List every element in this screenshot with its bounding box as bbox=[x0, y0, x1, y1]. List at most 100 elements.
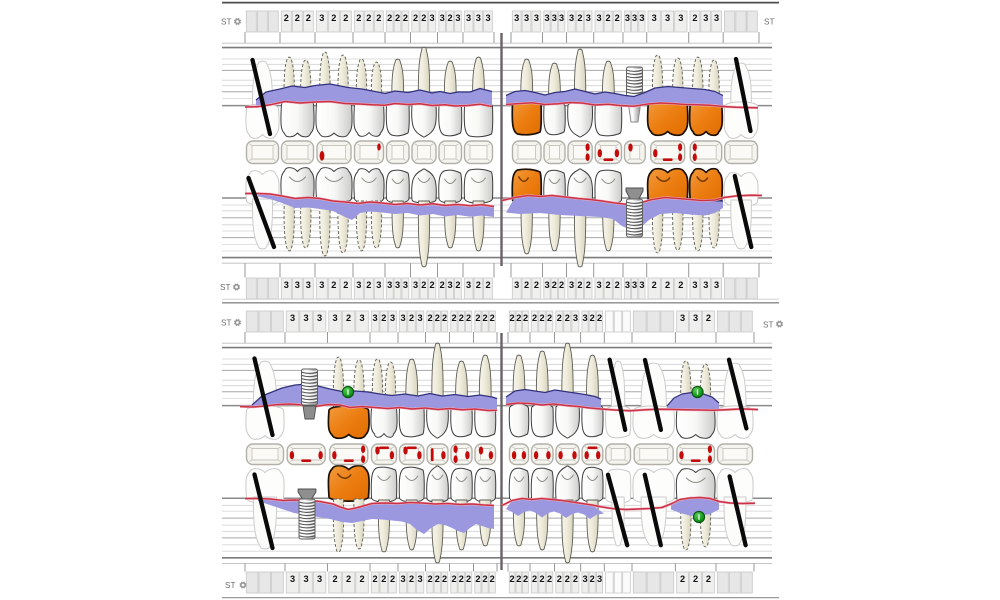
svg-text:3: 3 bbox=[440, 13, 445, 23]
svg-text:3: 3 bbox=[693, 313, 698, 323]
svg-text:2: 2 bbox=[421, 280, 426, 290]
svg-text:2: 2 bbox=[706, 313, 711, 323]
svg-text:2: 2 bbox=[557, 574, 562, 584]
svg-text:3: 3 bbox=[632, 13, 637, 23]
svg-text:2: 2 bbox=[678, 280, 683, 290]
svg-text:2: 2 bbox=[346, 574, 351, 584]
svg-text:3: 3 bbox=[333, 313, 338, 323]
svg-text:3: 3 bbox=[625, 280, 630, 290]
svg-text:2: 2 bbox=[606, 280, 611, 290]
svg-text:2: 2 bbox=[427, 313, 432, 323]
svg-text:2: 2 bbox=[440, 280, 445, 290]
svg-text:2: 2 bbox=[577, 13, 582, 23]
svg-text:3: 3 bbox=[569, 280, 574, 290]
svg-text:2: 2 bbox=[559, 280, 564, 290]
svg-text:2: 2 bbox=[510, 313, 515, 323]
svg-text:2: 2 bbox=[532, 574, 537, 584]
svg-text:2: 2 bbox=[539, 574, 544, 584]
svg-text:2: 2 bbox=[427, 574, 432, 584]
svg-text:2: 2 bbox=[590, 574, 595, 584]
svg-text:2: 2 bbox=[331, 13, 336, 23]
svg-text:2: 2 bbox=[409, 574, 414, 584]
svg-text:2: 2 bbox=[395, 13, 400, 23]
svg-text:2: 2 bbox=[376, 13, 381, 23]
svg-text:3: 3 bbox=[652, 13, 657, 23]
svg-text:2: 2 bbox=[475, 313, 480, 323]
svg-text:2: 2 bbox=[534, 280, 539, 290]
svg-text:2: 2 bbox=[421, 13, 426, 23]
svg-text:2: 2 bbox=[451, 574, 456, 584]
svg-text:3: 3 bbox=[596, 13, 601, 23]
svg-text:3: 3 bbox=[569, 13, 574, 23]
svg-text:2: 2 bbox=[573, 574, 578, 584]
svg-text:2: 2 bbox=[366, 280, 371, 290]
svg-text:3: 3 bbox=[317, 313, 322, 323]
svg-text:3: 3 bbox=[639, 13, 644, 23]
svg-text:3: 3 bbox=[466, 280, 471, 290]
svg-text:3: 3 bbox=[632, 280, 637, 290]
svg-text:3: 3 bbox=[665, 13, 670, 23]
svg-text:2: 2 bbox=[387, 13, 392, 23]
svg-text:2: 2 bbox=[435, 313, 440, 323]
svg-text:2: 2 bbox=[523, 313, 528, 323]
svg-text:ST: ST bbox=[763, 321, 773, 330]
svg-text:3: 3 bbox=[387, 280, 392, 290]
svg-text:ST: ST bbox=[225, 581, 235, 590]
svg-text:3: 3 bbox=[586, 13, 591, 23]
svg-text:2: 2 bbox=[356, 13, 361, 23]
svg-text:2: 2 bbox=[455, 280, 460, 290]
svg-text:2: 2 bbox=[615, 280, 620, 290]
svg-text:2: 2 bbox=[366, 13, 371, 23]
svg-text:ST: ST bbox=[221, 18, 231, 27]
svg-text:2: 2 bbox=[435, 574, 440, 584]
svg-text:3: 3 bbox=[582, 574, 587, 584]
svg-text:3: 3 bbox=[413, 280, 418, 290]
svg-text:2: 2 bbox=[510, 574, 515, 584]
svg-text:2: 2 bbox=[476, 280, 481, 290]
svg-text:2: 2 bbox=[547, 313, 552, 323]
svg-text:2: 2 bbox=[295, 13, 300, 23]
svg-text:3: 3 bbox=[403, 280, 408, 290]
svg-text:2: 2 bbox=[606, 13, 611, 23]
svg-text:2: 2 bbox=[448, 13, 453, 23]
svg-text:2: 2 bbox=[409, 313, 414, 323]
svg-text:3: 3 bbox=[304, 574, 309, 584]
svg-text:2: 2 bbox=[331, 280, 336, 290]
svg-text:2: 2 bbox=[565, 574, 570, 584]
svg-text:2: 2 bbox=[590, 313, 595, 323]
svg-text:3: 3 bbox=[360, 313, 365, 323]
svg-text:3: 3 bbox=[401, 313, 406, 323]
svg-text:3: 3 bbox=[544, 280, 549, 290]
svg-text:2: 2 bbox=[706, 574, 711, 584]
svg-text:3: 3 bbox=[514, 280, 519, 290]
svg-text:2: 2 bbox=[333, 574, 338, 584]
svg-text:2: 2 bbox=[442, 313, 447, 323]
svg-text:2: 2 bbox=[459, 313, 464, 323]
svg-text:3: 3 bbox=[430, 13, 435, 23]
svg-text:2: 2 bbox=[284, 13, 289, 23]
svg-text:2: 2 bbox=[652, 280, 657, 290]
svg-text:2: 2 bbox=[413, 13, 418, 23]
svg-text:2: 2 bbox=[381, 313, 386, 323]
svg-text:2: 2 bbox=[459, 574, 464, 584]
svg-text:2: 2 bbox=[490, 574, 495, 584]
svg-text:2: 2 bbox=[442, 574, 447, 584]
svg-text:3: 3 bbox=[376, 280, 381, 290]
svg-text:2: 2 bbox=[523, 574, 528, 584]
svg-text:3: 3 bbox=[466, 13, 471, 23]
svg-text:2: 2 bbox=[539, 313, 544, 323]
svg-text:3: 3 bbox=[284, 280, 289, 290]
svg-text:3: 3 bbox=[544, 13, 549, 23]
svg-text:2: 2 bbox=[680, 574, 685, 584]
svg-text:2: 2 bbox=[565, 313, 570, 323]
svg-text:2: 2 bbox=[381, 574, 386, 584]
svg-text:3: 3 bbox=[703, 13, 708, 23]
svg-text:3: 3 bbox=[552, 13, 557, 23]
svg-text:3: 3 bbox=[573, 313, 578, 323]
svg-text:3: 3 bbox=[319, 13, 324, 23]
svg-text:3: 3 bbox=[304, 313, 309, 323]
svg-text:3: 3 bbox=[714, 13, 719, 23]
svg-text:2: 2 bbox=[343, 280, 348, 290]
svg-text:3: 3 bbox=[306, 280, 311, 290]
svg-text:3: 3 bbox=[455, 13, 460, 23]
